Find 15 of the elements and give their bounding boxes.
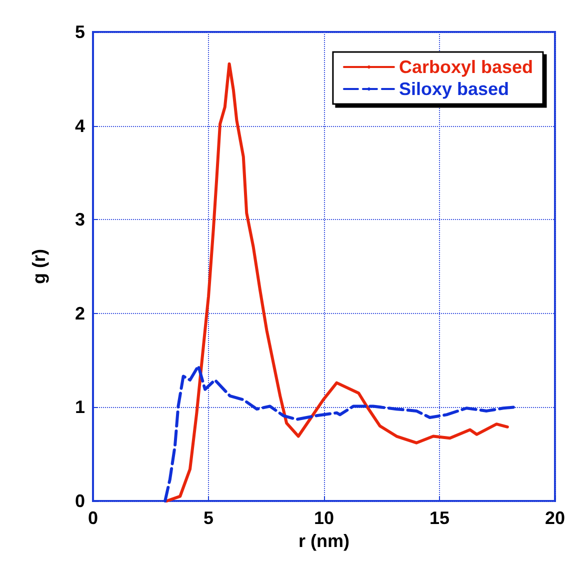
x-tick-label: 10 (314, 508, 334, 528)
y-tick-label: 0 (74, 491, 85, 511)
y-tick-label: 4 (74, 116, 85, 136)
legend-label: Siloxy based (398, 79, 510, 99)
legend-label: Carboxyl based (398, 57, 534, 77)
y-tick-label: 1 (74, 397, 85, 418)
x-tick-label: 0 (88, 508, 98, 528)
y-tick-label: 5 (74, 22, 85, 42)
x-tick-label: 5 (203, 508, 214, 528)
x-tick-label: 20 (544, 508, 566, 528)
y-tick-label: 3 (74, 210, 85, 230)
x-tick-label: 15 (429, 508, 450, 528)
y-axis-title: g (r) (29, 249, 49, 284)
y-tick-label: 2 (74, 303, 85, 324)
x-axis-title: r (nm) (298, 530, 350, 551)
